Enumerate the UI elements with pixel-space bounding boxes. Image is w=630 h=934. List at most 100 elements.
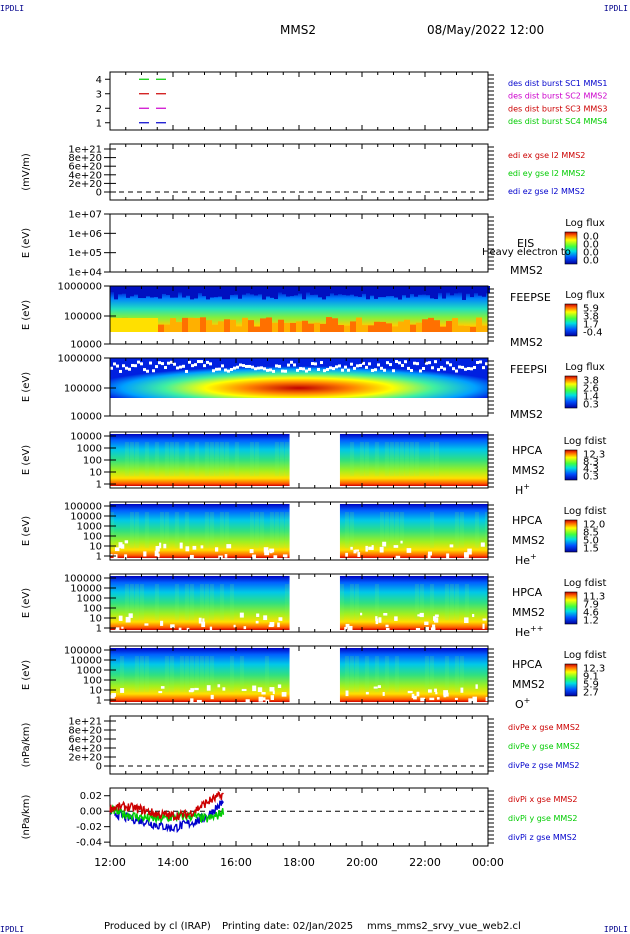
feepse-upper-cell bbox=[298, 286, 302, 294]
feepsi-sparse-cell bbox=[386, 361, 389, 365]
panel-hpca-o-texture bbox=[145, 656, 149, 692]
spacecraft-title: MMS2 bbox=[280, 23, 316, 37]
time-axis-tick-label: 20:00 bbox=[346, 856, 378, 869]
panel-hpca-hepp-speckle bbox=[472, 613, 475, 618]
feepse-upper-cell bbox=[130, 286, 134, 297]
panel-hpca-hepp-speckle bbox=[125, 616, 131, 623]
feepsi-sparse-cell bbox=[146, 369, 149, 373]
panel-hpca-hepp-speckle bbox=[170, 624, 175, 628]
divpi-series-line bbox=[109, 790, 224, 822]
feepse-upper-cell bbox=[442, 286, 446, 299]
feepsi-sparse-cell bbox=[161, 362, 164, 366]
panel-hpca-he-speckle bbox=[163, 543, 167, 549]
panel-hpca-hepp-ytick-label: 100 bbox=[83, 604, 102, 615]
feepsi-sparse-cell bbox=[290, 360, 293, 364]
corner-mark-top-left[interactable]: IPDLI bbox=[0, 4, 25, 13]
feepsi-sparse-cell bbox=[293, 363, 296, 367]
panel-hpca-h-texture bbox=[215, 442, 219, 476]
panel-hpca-o-texture bbox=[430, 656, 434, 692]
feepse-lower-cell bbox=[350, 321, 356, 332]
feepse-lower-cell bbox=[362, 325, 368, 332]
feepsi-sparse-cell bbox=[260, 366, 263, 370]
feepse-upper-cell bbox=[146, 286, 150, 297]
panel-hpca-h-instrument: HPCA bbox=[512, 444, 543, 457]
feepse-upper-cell bbox=[438, 286, 442, 293]
panel-hpca-he-texture bbox=[385, 512, 389, 548]
feepsi-sparse-cell bbox=[284, 369, 287, 373]
panel-hpca-hepp-speckle bbox=[347, 625, 353, 631]
panel-hpca-o-species-charge: + bbox=[524, 696, 531, 705]
feepse-lower-cell bbox=[374, 321, 380, 332]
panel-hpca-h-texture bbox=[350, 442, 354, 476]
feepse-lower-cell bbox=[182, 317, 188, 332]
panel-edi-ytick-label: 1e+21 bbox=[68, 145, 102, 156]
panel-hpca-h-texture bbox=[170, 442, 174, 476]
panel-hpca-he-cbar-tick: 12.0 bbox=[583, 520, 605, 531]
feepsi-sparse-cell bbox=[287, 363, 290, 367]
feepsi-sparse-cell bbox=[218, 367, 221, 371]
feepse-lower-cell bbox=[410, 324, 416, 332]
feepsi-sparse-cell bbox=[356, 364, 359, 368]
corner-mark-bottom-left[interactable]: IPDLI bbox=[0, 925, 25, 934]
panel-eis-ytick-label: 1e+07 bbox=[68, 210, 102, 221]
panel-burst-ytick-label: 1 bbox=[96, 118, 102, 129]
panel-hpca-o-speckle bbox=[413, 695, 417, 700]
panel-hpca-o-texture bbox=[185, 656, 189, 692]
panel-hpca-o-speckle bbox=[222, 687, 226, 691]
panel-hpca-hepp-speckle bbox=[434, 617, 439, 623]
panel-hpca-he-ytick-label: 100000 bbox=[64, 502, 102, 513]
feepsi-sparse-cell bbox=[110, 366, 113, 370]
feepse-lower-cell bbox=[224, 319, 230, 332]
corner-mark-bottom-right[interactable]: IPDLI bbox=[603, 925, 628, 934]
feepsi-sparse-cell bbox=[149, 361, 152, 365]
panel-hpca-he-texture bbox=[280, 512, 284, 548]
feepse-lower-cell bbox=[206, 320, 212, 332]
panel-hpca-hepp-speckle bbox=[128, 613, 133, 618]
panel-hpca-hepp-texture bbox=[220, 584, 224, 620]
panel-hpca-h-texture bbox=[405, 442, 409, 476]
feepsi-sparse-cell bbox=[233, 366, 236, 370]
panel-hpca-he-texture bbox=[400, 512, 404, 548]
panel-hpca-hepp-ytick-label: 1 bbox=[96, 624, 102, 635]
corner-mark-top-right[interactable]: IPDLI bbox=[603, 4, 628, 13]
feepsi-sparse-cell bbox=[320, 361, 323, 365]
panel-eis-ytick-label: 1e+05 bbox=[68, 248, 102, 259]
panel-hpca-he-speckle bbox=[118, 542, 123, 549]
time-axis-tick-label: 22:00 bbox=[409, 856, 441, 869]
panel-hpca-he-speckle bbox=[154, 550, 159, 557]
panel-hpca-he-texture bbox=[460, 512, 464, 548]
panel-eis-ylabel: E (eV) bbox=[21, 228, 32, 258]
panel-hpca-h-texture bbox=[410, 442, 414, 476]
panel-hpca-o-texture bbox=[140, 656, 144, 692]
feepse-upper-cell bbox=[262, 286, 266, 300]
feepsi-sparse-cell bbox=[383, 368, 386, 372]
feepse-upper-cell bbox=[134, 286, 138, 295]
feepse-upper-cell bbox=[362, 286, 366, 294]
panel-hpca-he-speckle bbox=[464, 552, 469, 558]
panel-hpca-hepp-cbar-tick: 4.6 bbox=[583, 608, 599, 619]
panel-hpca-o-texture bbox=[205, 656, 209, 692]
feepsi-sparse-cell bbox=[269, 368, 272, 372]
panel-hpca-o-speckle bbox=[373, 686, 378, 689]
panel-hpca-he-texture bbox=[225, 512, 229, 548]
feepse-lower-cell bbox=[434, 320, 440, 332]
feepsi-sparse-cell bbox=[482, 366, 485, 370]
feepse-upper-cell bbox=[482, 286, 486, 297]
panel-hpca-o-texture bbox=[375, 656, 379, 692]
feepsi-sparse-cell bbox=[443, 367, 446, 371]
feepsi-sparse-cell bbox=[257, 366, 260, 370]
panel-hpca-he-texture bbox=[220, 512, 224, 548]
feepse-upper-cell bbox=[274, 286, 278, 300]
panel-divpi-ylabel: (nPa/km) bbox=[21, 795, 32, 840]
time-axis-tick-label: 14:00 bbox=[157, 856, 189, 869]
panel-hpca-hepp-speckle bbox=[256, 613, 260, 617]
panel-hpca-hepp-speckle bbox=[160, 620, 164, 626]
feepsi-sparse-cell bbox=[170, 360, 173, 364]
feepsi-sparse-cell bbox=[377, 363, 380, 367]
feepse-lower-cell bbox=[386, 323, 392, 332]
feepsi-sparse-cell bbox=[464, 367, 467, 371]
panel-hpca-o-speckle bbox=[160, 686, 165, 689]
panel-hpca-he-texture bbox=[110, 512, 114, 548]
panel-divpe-legend-entry: divPe y gse MMS2 bbox=[508, 742, 580, 751]
panel-hpca-he-speckle bbox=[249, 549, 254, 554]
